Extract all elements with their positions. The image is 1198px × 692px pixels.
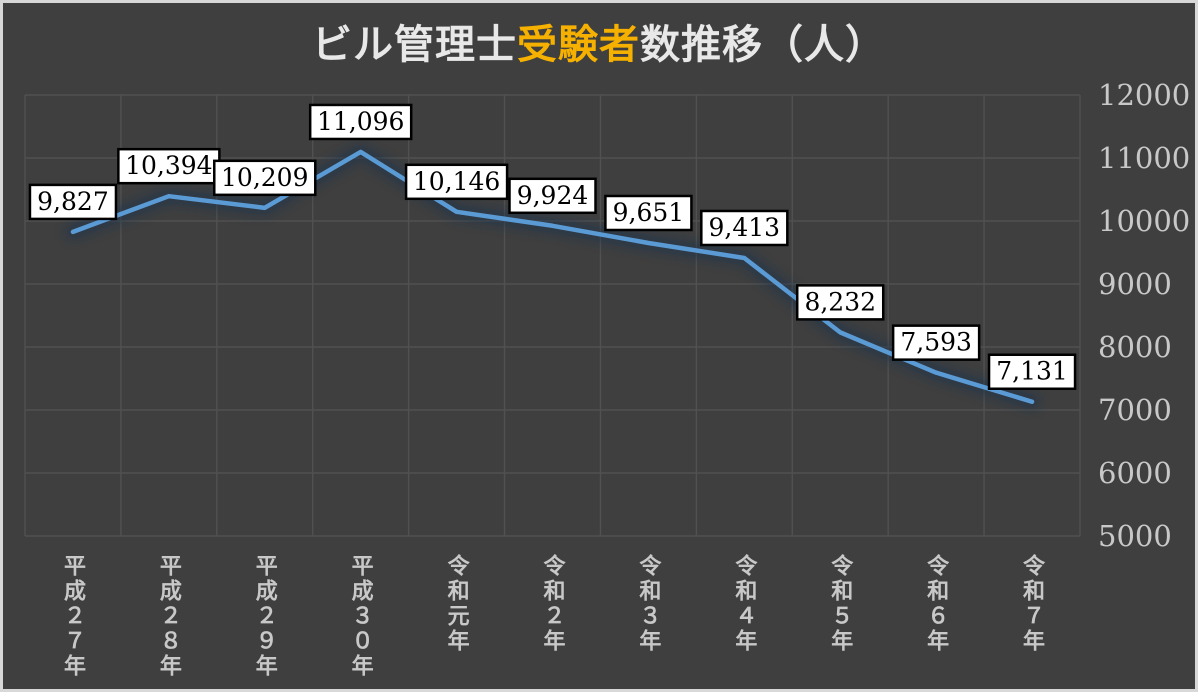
data-label-box bbox=[795, 284, 885, 321]
data-label-value: 7,593 bbox=[900, 328, 972, 357]
data-label-value: 8,232 bbox=[804, 287, 876, 316]
data-labels: 9,827 10,394 10,209 11,096 10,146 9,924 9,651 9… bbox=[28, 103, 1077, 390]
data-label-box bbox=[117, 147, 221, 185]
y-tick-label: 12000 bbox=[1098, 78, 1190, 112]
data-label-value: 9,924 bbox=[517, 181, 589, 210]
data-label-value: 11,096 bbox=[317, 107, 404, 136]
data-label-box bbox=[700, 209, 789, 247]
y-tick-label: 6000 bbox=[1098, 456, 1172, 490]
y-tick-label: 9000 bbox=[1098, 267, 1172, 301]
data-label-value: 10,146 bbox=[413, 167, 500, 196]
data-label-value: 10,209 bbox=[221, 163, 308, 192]
data-label-box bbox=[308, 103, 413, 141]
data-label-value: 7,131 bbox=[996, 357, 1068, 386]
data-label-box bbox=[891, 324, 981, 361]
data-label-value: 9,651 bbox=[613, 198, 685, 227]
data-label-box bbox=[508, 177, 597, 215]
title-highlight: 受験者 bbox=[517, 21, 640, 68]
y-tick-label: 10000 bbox=[1098, 204, 1190, 238]
data-label-box bbox=[987, 353, 1077, 390]
y-axis-tick-labels: 12000 11000 10000 9000 8000 7000 6000 5000 bbox=[1098, 78, 1190, 553]
y-tick-label: 8000 bbox=[1098, 330, 1172, 364]
data-label-value: 9,413 bbox=[709, 213, 781, 242]
data-label-box bbox=[28, 183, 118, 221]
data-label-box bbox=[213, 159, 317, 197]
series-line bbox=[70, 149, 1035, 404]
y-tick-label: 5000 bbox=[1098, 519, 1172, 553]
title-text-left: ビル管理士 bbox=[312, 21, 517, 68]
data-label-box bbox=[404, 163, 509, 201]
data-label-value: 10,394 bbox=[125, 151, 212, 180]
data-label-box bbox=[604, 194, 693, 232]
title-text-right: 数推移（人） bbox=[640, 21, 886, 68]
y-tick-label: 7000 bbox=[1098, 393, 1172, 427]
data-label-value: 9,827 bbox=[37, 187, 109, 216]
chart-title: ビル管理士受験者数推移（人） bbox=[0, 12, 1198, 70]
y-tick-label: 11000 bbox=[1098, 141, 1190, 175]
